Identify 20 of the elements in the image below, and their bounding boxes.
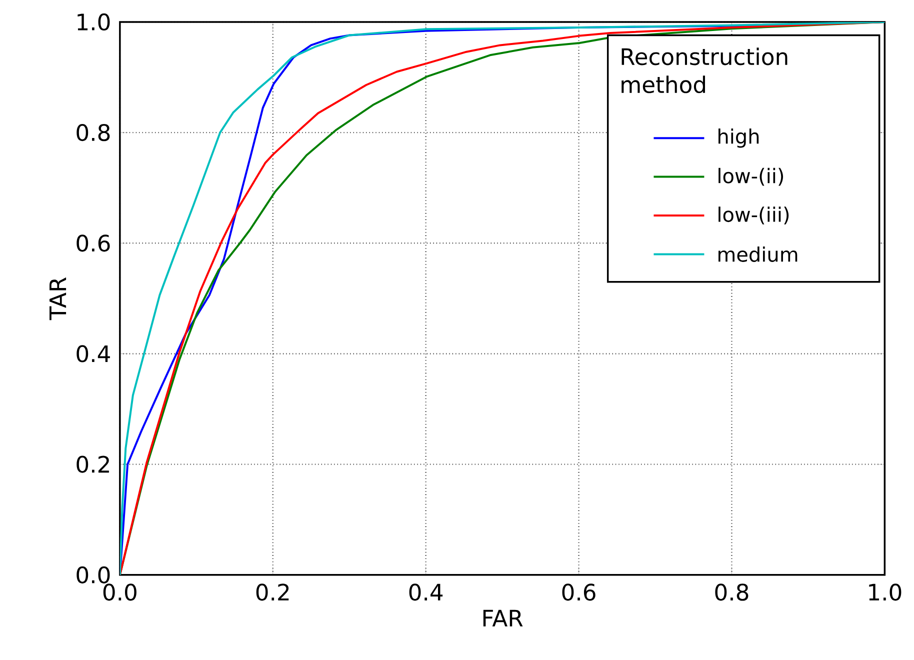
y-tick-label: 0.0	[76, 566, 110, 584]
y-tick-label: 0.6	[76, 234, 110, 252]
legend-label: low-(ii)	[718, 168, 784, 186]
y-tick-label: 0.2	[76, 456, 109, 473]
legend-label: high	[718, 128, 759, 148]
legend-label: medium	[718, 246, 798, 262]
x-tick-label: 0.2	[256, 584, 289, 601]
x-tick-label: 0.6	[562, 584, 596, 601]
legend-label: low-(iii)	[718, 206, 789, 224]
y-axis-title: TAR	[50, 277, 66, 320]
x-tick-label: 0.8	[715, 584, 748, 601]
y-tick-label: 0.4	[76, 345, 110, 362]
line-series	[120, 22, 885, 575]
legend-title: Reconstruction method	[622, 48, 788, 94]
x-tick-label: 0.4	[409, 584, 443, 601]
x-tick-label: 1.0	[869, 584, 902, 601]
x-axis-title: FAR	[483, 610, 523, 626]
y-tick-label: 1.0	[78, 13, 110, 30]
x-tick-label: 0.0	[103, 584, 136, 601]
y-tick-label: 0.8	[76, 124, 110, 142]
